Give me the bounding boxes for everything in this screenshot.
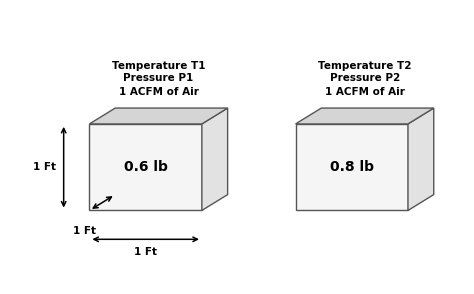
Polygon shape (90, 108, 228, 124)
Polygon shape (90, 124, 202, 211)
Polygon shape (296, 108, 434, 124)
Text: Temperature T2: Temperature T2 (318, 61, 411, 71)
Text: 0.8 lb: 0.8 lb (330, 160, 374, 174)
Text: Pressure P1: Pressure P1 (123, 73, 194, 83)
Text: 1 Ft: 1 Ft (134, 247, 157, 257)
Polygon shape (408, 108, 434, 211)
Text: 1 Ft: 1 Ft (34, 162, 56, 172)
Text: Pressure P2: Pressure P2 (329, 73, 400, 83)
Text: 1 Ft: 1 Ft (73, 226, 96, 236)
Text: 1 ACFM of Air: 1 ACFM of Air (325, 87, 405, 97)
Polygon shape (296, 124, 408, 211)
Text: Temperature T1: Temperature T1 (112, 61, 205, 71)
Text: 1 ACFM of Air: 1 ACFM of Air (118, 87, 199, 97)
Text: 0.6 lb: 0.6 lb (124, 160, 168, 174)
Polygon shape (202, 108, 228, 211)
